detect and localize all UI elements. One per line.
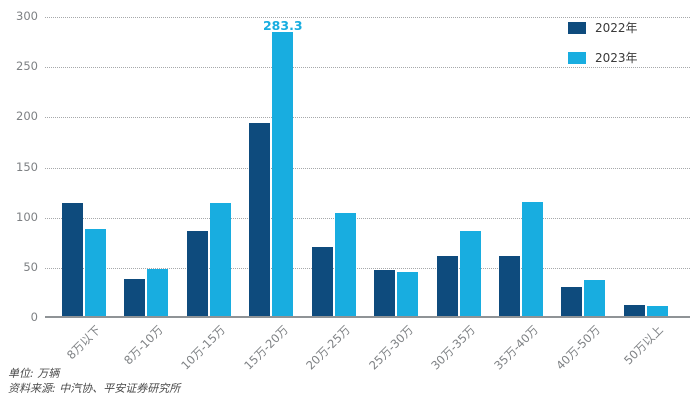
x-axis-label-text: 15万-20万: [241, 322, 291, 373]
bar-2022年-50万以上: [623, 304, 645, 316]
bar-2022年-10万-15万: [186, 230, 208, 316]
chart-footnotes: 单位: 万辆 资料来源: 中汽协、平安证券研究所: [8, 366, 180, 396]
bar-2023年-50万以上: [646, 305, 668, 316]
bar-2023年-20万-25万: [334, 212, 356, 316]
gridline-200: [45, 117, 690, 119]
legend-swatch-2023: [568, 51, 586, 64]
legend-swatch-2022: [568, 21, 586, 34]
bar-2022年-35万-40万: [498, 255, 520, 316]
bar-2022年-40万-50万: [561, 286, 583, 316]
bar-group-20万-25万: [311, 212, 356, 316]
bar-2022年-20万-25万: [311, 246, 333, 316]
bar-2023年-40万-50万: [584, 279, 606, 316]
x-axis-label-text: 50万以上: [620, 322, 666, 368]
plot-area: [45, 17, 690, 318]
x-axis-label-text: 35万-40万: [490, 322, 541, 373]
y-axis-label-300: 300: [16, 9, 38, 23]
x-axis-label-text: 8万-10万: [121, 322, 167, 368]
legend-item-2023: 2023年: [568, 51, 638, 65]
x-axis-label-text: 40万-50万: [553, 322, 603, 373]
bar-group-30万-35万: [436, 230, 481, 316]
bar-2023年-30万-35万: [459, 230, 481, 316]
gridline-150: [45, 167, 690, 169]
bar-2022年-8万-10万: [124, 278, 146, 316]
gridline-50: [45, 267, 690, 269]
bar-2022年-8万以下: [62, 202, 83, 316]
bar-2023年-8万以下: [85, 228, 106, 316]
bar-2023年-8万-10万: [147, 268, 169, 316]
chart-legend: 2022年 2023年: [568, 21, 638, 65]
bar-2023年-25万-30万: [397, 271, 419, 316]
y-axis-label-250: 250: [16, 59, 38, 74]
unit-note: 单位: 万辆: [8, 367, 60, 380]
bar-2022年-30万-35万: [436, 255, 458, 316]
bar-2022年-15万-20万: [249, 123, 271, 316]
bar-group-25万-30万: [374, 269, 419, 316]
gridline-100: [45, 217, 690, 219]
bar-2023年-15万-20万: [272, 31, 294, 316]
x-axis-label-text: 25万-30万: [365, 322, 416, 373]
gridline-300: [45, 17, 690, 18]
source-note: 资料来源: 中汽协、平安证券研究所: [8, 382, 181, 395]
gridline-250: [45, 67, 690, 69]
bar-group-15万-20万: [249, 31, 294, 316]
y-axis-label-100: 100: [16, 209, 38, 224]
x-axis-label-text: 10万-15万: [178, 322, 229, 373]
bar-group-35万-40万: [498, 201, 543, 316]
bar-2022年-25万-30万: [374, 269, 396, 316]
bar-group-8万以下: [62, 202, 106, 316]
y-axis-label-0: 0: [30, 310, 38, 324]
data-label-peak: 283.3: [262, 17, 303, 33]
legend-label-2023: 2023年: [595, 51, 638, 65]
bar-group-50万以上: [623, 304, 668, 316]
x-axis-label-text: 30万-35万: [428, 322, 479, 373]
bar-group-8万-10万: [124, 268, 169, 316]
bar-group-10万-15万: [186, 202, 231, 316]
legend-item-2022: 2022年: [568, 21, 638, 35]
bar-2023年-10万-15万: [209, 202, 231, 316]
bar-group-40万-50万: [561, 279, 606, 316]
y-axis-label-150: 150: [16, 159, 38, 174]
y-axis-label-200: 200: [16, 109, 38, 124]
x-axis-label-text: 8万以下: [64, 322, 104, 363]
bar-2023年-35万-40万: [521, 201, 543, 316]
legend-label-2022: 2022年: [595, 21, 638, 35]
y-axis-label-50: 50: [23, 259, 38, 274]
x-axis-label-text: 20万-25万: [303, 322, 354, 373]
